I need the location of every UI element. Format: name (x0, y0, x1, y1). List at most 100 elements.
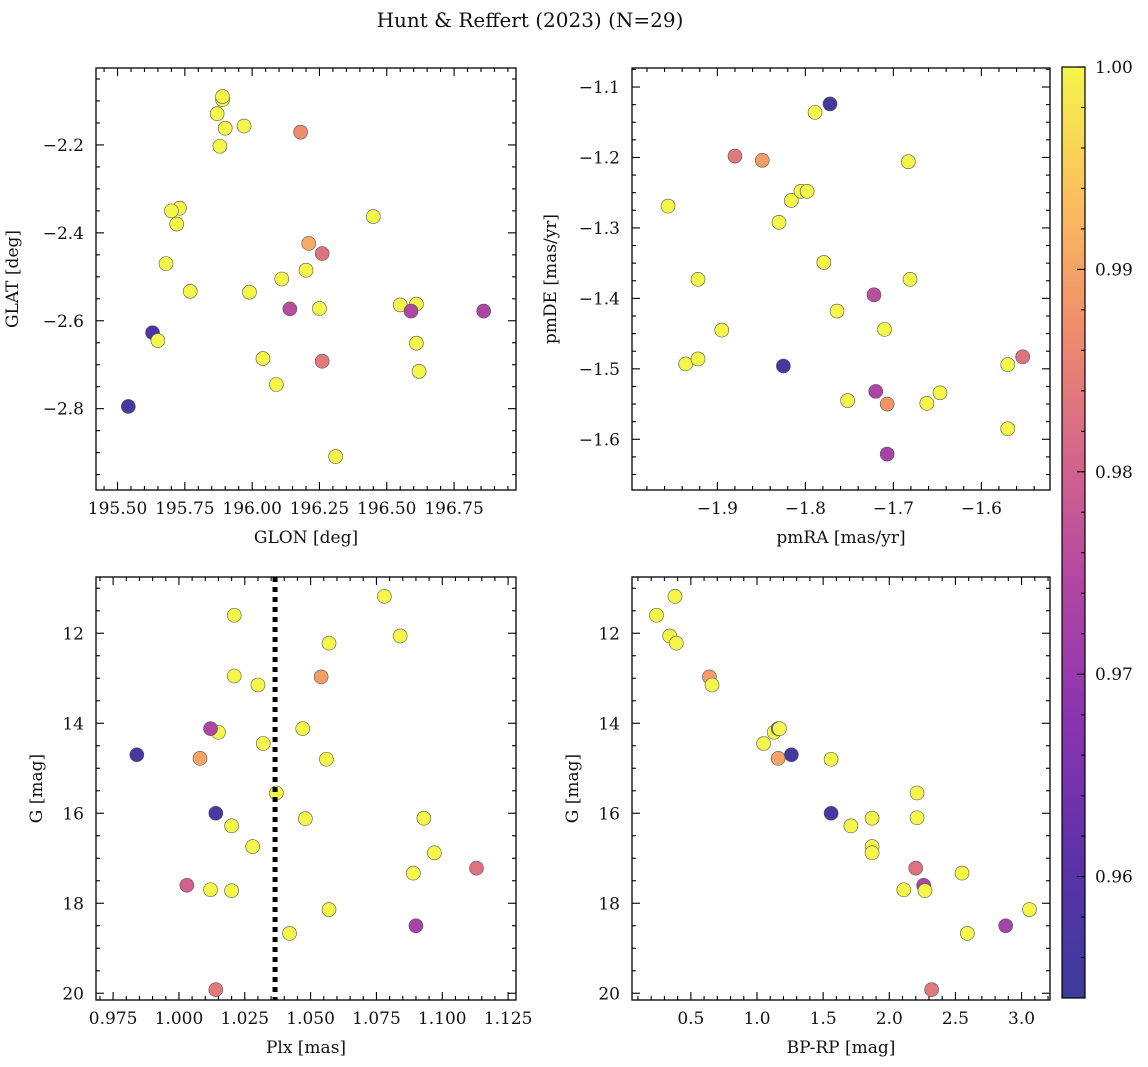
colorbar-tick-label: 0.99 (1095, 260, 1133, 280)
x-tick-label: 196.50 (357, 499, 416, 519)
data-point (822, 96, 838, 112)
data-point (328, 449, 343, 464)
data-point (319, 751, 334, 767)
y-tick-label: −2.8 (43, 400, 84, 420)
data-point (924, 982, 939, 997)
data-point (208, 982, 224, 997)
data-point (784, 747, 799, 763)
y-axis-label: GLAT [deg] (3, 230, 23, 328)
data-point (1015, 349, 1031, 365)
data-point (366, 209, 381, 224)
data-point (917, 883, 933, 898)
x-tick-label: 0.5 (677, 1009, 704, 1029)
x-tick-label: 3.0 (1008, 1009, 1035, 1029)
data-point (242, 284, 257, 300)
data-point (896, 882, 912, 898)
x-axis-label: BP-RP [mag] (787, 1038, 896, 1058)
data-point (754, 152, 770, 168)
colorbar: 0.96 0.97 0.98 0.99 1.00 (1061, 58, 1133, 999)
data-point (217, 120, 233, 136)
y-tick-label: −1.4 (579, 289, 620, 309)
axes-frame (631, 576, 1051, 1001)
x-tick-label: 1.050 (286, 1009, 335, 1029)
data-point (212, 138, 228, 154)
colorbar-tick-label: 1.00 (1095, 58, 1133, 78)
y-tick-label: 20 (62, 984, 84, 1004)
panel-bprp-gmag: 0.5 1.0 1.5 2.0 2.5 3.0 12 14 16 18 20 BP-RP [mag] G… (563, 576, 1051, 1058)
data-point (840, 393, 855, 408)
x-tick-label: 1.000 (155, 1009, 204, 1029)
x-tick-label: 1.0 (743, 1009, 770, 1029)
y-tick-label: 14 (598, 714, 620, 734)
data-point (998, 918, 1013, 934)
data-point (868, 384, 884, 399)
y-tick-label: 18 (598, 894, 620, 914)
data-point (829, 303, 845, 319)
data-point (298, 811, 313, 826)
data-point (416, 810, 432, 826)
x-tick-label: 196.00 (222, 499, 281, 519)
y-tick-label: 12 (62, 624, 84, 644)
data-point (807, 105, 823, 120)
y-axis-label: pmDE [mas/yr] (541, 214, 561, 344)
data-point (250, 677, 266, 693)
data-point (690, 351, 706, 367)
data-point (293, 124, 308, 140)
data-point (799, 183, 815, 199)
data-point (321, 902, 337, 917)
data-point (776, 358, 791, 374)
data-point (866, 287, 882, 303)
data-point (377, 589, 392, 604)
x-axis-label: Plx [mas] (266, 1038, 346, 1058)
data-point (714, 322, 730, 338)
x-axis-label: GLON [deg] (254, 528, 358, 548)
data-point (909, 810, 925, 826)
data-point (901, 154, 916, 169)
x-tick-label: 2.5 (942, 1009, 969, 1029)
data-point (129, 747, 145, 763)
x-tick-label: −1.8 (785, 499, 826, 519)
data-point (408, 918, 424, 934)
axes-frame (95, 576, 517, 1001)
data-point (403, 303, 419, 319)
data-point (770, 751, 786, 766)
data-point (771, 214, 787, 230)
data-point (121, 399, 136, 414)
data-point (169, 216, 185, 232)
data-point (274, 271, 290, 287)
data-point (690, 272, 706, 287)
x-tick-label: 195.50 (88, 499, 147, 519)
x-tick-label: 196.75 (424, 499, 483, 519)
colorbar-tick-label: 0.96 (1095, 868, 1133, 888)
y-tick-label: −1.3 (579, 219, 620, 239)
data-point (392, 628, 408, 644)
data-point (932, 385, 948, 401)
data-point (879, 446, 895, 462)
data-point (295, 721, 311, 736)
y-axis-label: G [mag] (563, 754, 583, 823)
colorbar-tick-label: 0.97 (1095, 665, 1133, 685)
x-tick-label: 1.125 (484, 1009, 533, 1029)
x-tick-label: 0.975 (89, 1009, 138, 1029)
data-point (282, 926, 297, 941)
data-point (164, 203, 179, 219)
data-point (960, 926, 975, 941)
data-point (667, 589, 683, 604)
y-tick-label: 16 (62, 804, 84, 824)
data-point (669, 635, 684, 651)
data-point (406, 865, 421, 881)
y-axis-label: G [mag] (27, 754, 47, 823)
y-tick-label: −2.2 (43, 136, 84, 156)
data-point (1022, 902, 1037, 917)
data-point (919, 396, 935, 411)
data-point (245, 839, 260, 854)
data-point (816, 255, 832, 270)
x-tick-label: 1.025 (220, 1009, 269, 1029)
data-point (954, 865, 970, 881)
y-tick-label: 18 (62, 894, 84, 914)
data-point (678, 356, 693, 372)
colorbar-gradient (1061, 66, 1086, 999)
data-point (908, 860, 924, 876)
data-point (823, 751, 839, 767)
